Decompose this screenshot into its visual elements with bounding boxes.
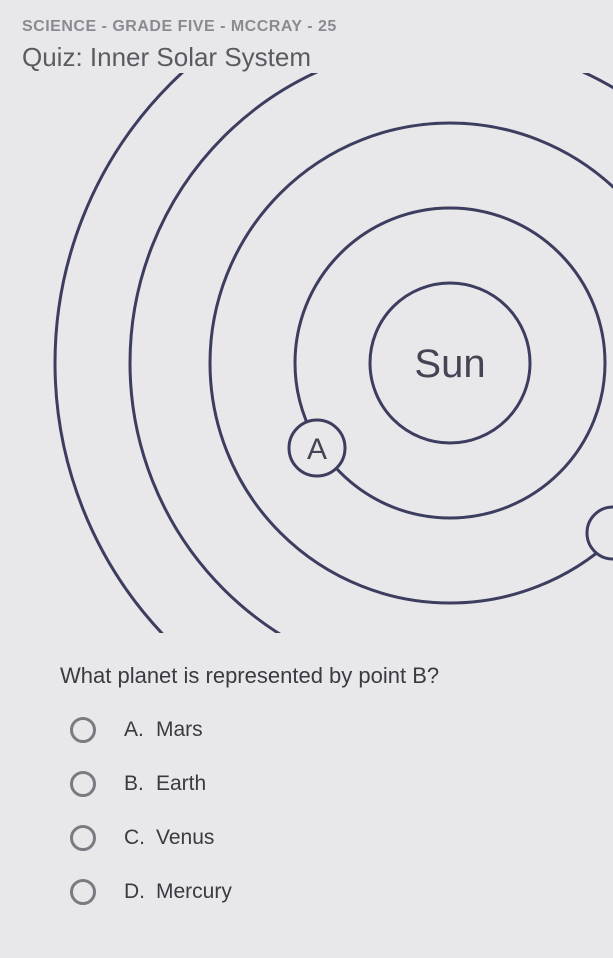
option-row-c[interactable]: C. Venus <box>70 825 613 851</box>
option-text-b: Earth <box>156 772 206 796</box>
option-letter-b: B. <box>124 772 156 796</box>
option-row-d[interactable]: D. Mercury <box>70 879 613 905</box>
option-row-a[interactable]: A. Mars <box>70 717 613 743</box>
breadcrumb: SCIENCE - GRADE FIVE - MCCRAY - 25 <box>22 18 613 36</box>
orbit-2 <box>210 123 613 603</box>
sun-label: Sun <box>414 342 485 386</box>
option-letter-a: A. <box>124 718 156 742</box>
option-letter-d: D. <box>124 880 156 904</box>
radio-a[interactable] <box>70 717 96 743</box>
option-text-d: Mercury <box>156 880 232 904</box>
question-prompt: What planet is represented by point B? <box>60 663 613 689</box>
radio-c[interactable] <box>70 825 96 851</box>
quiz-title: Quiz: Inner Solar System <box>22 42 613 73</box>
point-a-label: A <box>307 433 327 466</box>
radio-d[interactable] <box>70 879 96 905</box>
solar-system-diagram: Sun A <box>0 73 613 633</box>
option-text-c: Venus <box>156 826 214 850</box>
orbit-svg: Sun A <box>0 73 613 633</box>
radio-b[interactable] <box>70 771 96 797</box>
option-text-a: Mars <box>156 718 203 742</box>
question-block: What planet is represented by point B? A… <box>0 663 613 905</box>
option-letter-c: C. <box>124 826 156 850</box>
quiz-header: SCIENCE - GRADE FIVE - MCCRAY - 25 Quiz:… <box>0 0 613 73</box>
option-row-b[interactable]: B. Earth <box>70 771 613 797</box>
point-side-circle <box>587 507 613 559</box>
